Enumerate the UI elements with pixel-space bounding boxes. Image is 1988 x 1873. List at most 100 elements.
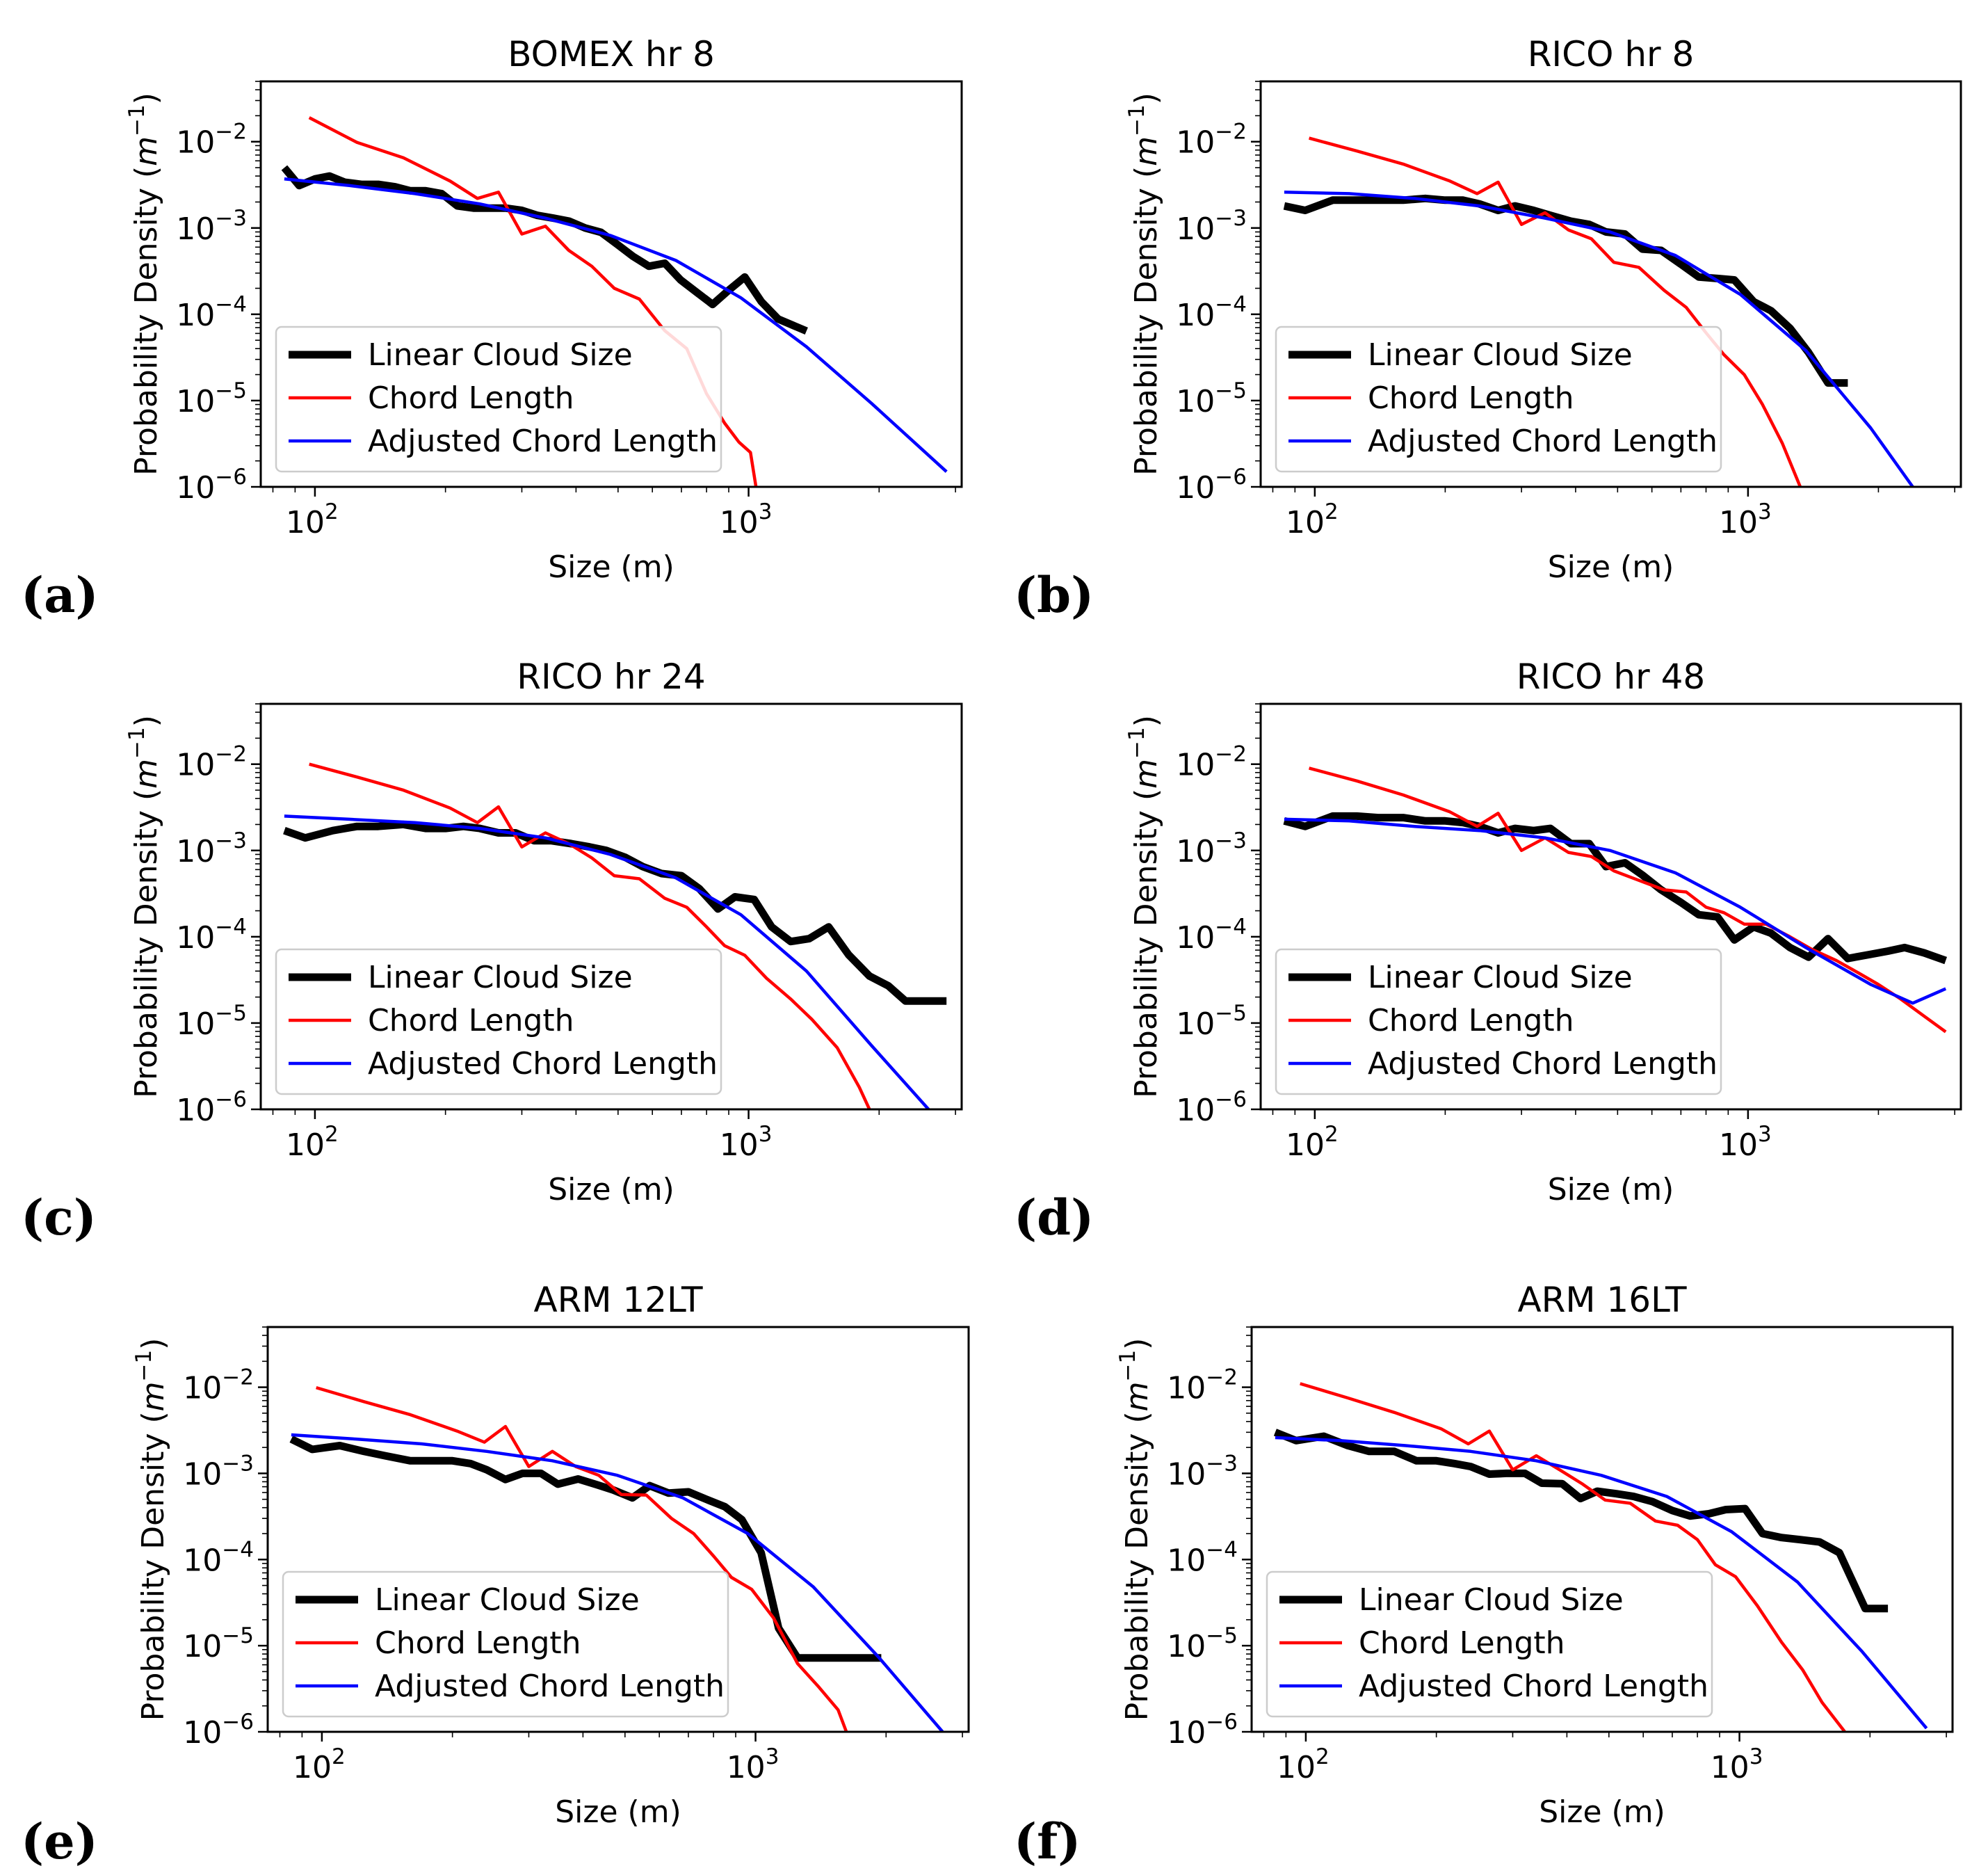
y-tick-label: 10−2 [1176,742,1247,783]
legend-label-0: Linear Cloud Size [1368,337,1633,373]
series-line-0 [281,165,808,335]
legend-label-0: Linear Cloud Size [1368,960,1633,995]
legend-frame [1266,1570,1713,1718]
legend-label-1: Chord Length [368,380,574,416]
x-tick-label: 103 [727,1744,779,1785]
x-tick-base: 10 [286,1127,325,1163]
y-tick-base: 10 [1167,1371,1206,1406]
y-tick-base: 10 [176,1006,215,1042]
y-tick-base: 10 [1176,211,1215,247]
series-group [1283,136,1914,487]
x-tick-exponent: 3 [1758,1122,1772,1147]
chart-title: RICO hr 8 [1528,34,1695,74]
y-label-unit: m [129,759,164,789]
panel-label: (d) [1014,1189,1094,1246]
y-tick-exponent: −5 [1206,1623,1238,1648]
y-tick-label: 10−6 [176,1087,247,1128]
y-tick-base: 10 [183,1629,222,1664]
x-axis-label: Size (m) [548,1172,674,1207]
panel-label: (a) [21,566,99,624]
x-tick-base: 10 [1286,1127,1325,1163]
x-tick-exponent: 3 [1758,499,1772,524]
y-tick-label: 10−4 [1176,915,1247,956]
axes-frame [1259,702,1962,1111]
x-axis-label: Size (m) [555,1794,681,1830]
series-group [283,762,947,1109]
y-tick-label: 10−2 [176,742,247,783]
y-tick-exponent: −6 [215,1087,247,1112]
x-tick-exponent: 3 [766,1744,779,1769]
y-tick-exponent: −3 [215,828,247,853]
y-label-close: ) [136,1338,171,1350]
legend-frame [275,948,722,1095]
x-tick-base: 10 [1277,1750,1316,1785]
y-axis-label: Probability Density (m−1) [1115,1338,1155,1721]
x-axis-label: Size (m) [1539,1794,1665,1830]
y-tick-base: 10 [1176,748,1215,783]
y-tick-base: 10 [176,920,215,956]
x-tick-exponent: 2 [1325,499,1339,524]
legend-frame [1275,325,1722,473]
y-tick-base: 10 [176,470,215,506]
y-tick-base: 10 [183,1715,222,1751]
y-label-exponent: −1 [1115,1350,1140,1382]
y-tick-base: 10 [176,211,215,247]
y-tick-label: 10−3 [1176,828,1247,869]
y-tick-base: 10 [176,298,215,333]
y-tick-label: 10−3 [176,828,247,869]
y-tick-exponent: −2 [215,120,247,145]
legend-label-2: Adjusted Chord Length [375,1669,725,1704]
x-axis-label: Size (m) [1548,1172,1674,1207]
legend: Linear Cloud Size Chord Length Adjusted Ch… [275,948,722,1095]
y-label-text: Probability Density ( [1129,789,1164,1098]
y-tick-label: 10−2 [1176,120,1247,161]
y-tick-label: 10−2 [183,1365,254,1406]
y-axis-label: Probability Density (m−1) [131,1338,171,1721]
axes-frame [266,1326,970,1733]
y-label-text: Probability Density ( [129,789,164,1098]
y-tick-label: 10−3 [176,206,247,247]
legend: Linear Cloud Size Chord Length Adjusted Ch… [1266,1570,1713,1718]
y-tick-exponent: −6 [222,1710,254,1735]
axes-frame [259,80,963,488]
x-tick-label: 102 [1286,1122,1339,1163]
y-tick-exponent: −5 [215,1001,247,1026]
legend-label-0: Linear Cloud Size [368,960,633,995]
y-tick-base: 10 [1167,1456,1206,1492]
y-label-unit: m [136,1381,171,1411]
y-label-text: Probability Density ( [136,1411,171,1721]
series-group [281,116,948,487]
x-tick-base: 10 [1719,1127,1758,1163]
series-line-0 [1273,1429,1889,1613]
y-axis-label: Probability Density (m−1) [124,93,164,476]
y-tick-exponent: −3 [215,206,247,231]
y-tick-label: 10−5 [1167,1623,1238,1664]
legend: Linear Cloud Size Chord Length Adjusted Ch… [282,1570,729,1718]
y-tick-exponent: −2 [1215,742,1247,767]
x-tick-label: 102 [1286,499,1339,540]
y-tick-base: 10 [183,1371,222,1406]
series-group [289,1385,944,1732]
x-tick-base: 10 [293,1750,332,1785]
x-tick-label: 102 [293,1744,346,1785]
x-tick-label: 102 [286,499,339,540]
x-tick-exponent: 3 [759,499,773,524]
y-tick-base: 10 [1167,1629,1206,1664]
y-tick-label: 10−4 [176,292,247,333]
x-tick-exponent: 2 [1316,1744,1330,1769]
y-tick-exponent: −2 [222,1365,254,1390]
series-group [1273,1382,1928,1732]
y-tick-exponent: −4 [222,1537,254,1562]
y-tick-base: 10 [183,1543,222,1578]
y-label-close: ) [1120,1338,1155,1350]
y-tick-base: 10 [176,1093,215,1128]
axes-frame [1250,1326,1954,1733]
legend-label-1: Chord Length [368,1003,574,1038]
legend-label-0: Linear Cloud Size [1359,1582,1624,1618]
series-line-2 [291,1433,944,1732]
y-tick-base: 10 [176,834,215,869]
y-tick-label: 10−6 [176,465,247,506]
y-tick-exponent: −5 [215,378,247,403]
